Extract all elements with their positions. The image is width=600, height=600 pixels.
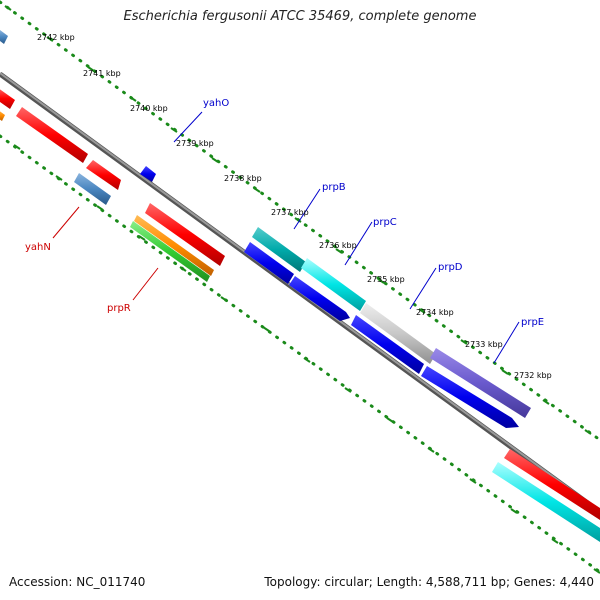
gene-feature [351,315,424,374]
gene-feature [244,242,294,284]
gene-label-prpr[interactable]: prpR [107,303,131,314]
gene-feature [430,348,531,418]
gene-feature [74,173,111,205]
scale-label: 2732 kbp [514,371,552,380]
gene-feature [492,462,600,542]
scale-label: 2741 kbp [83,69,121,78]
label-leaders [52,111,520,364]
gene-label-prpb[interactable]: prpB [322,182,346,193]
scale-label: 2737 kbp [271,208,309,217]
gene-features [0,30,600,542]
topology-label: Topology: circular; Length: 4,588,711 bp… [264,575,594,589]
map-title: Escherichia fergusonii ATCC 35469, compl… [123,9,477,24]
scale-label: 2734 kbp [416,308,454,317]
gene-feature [16,107,88,163]
gene-feature [289,276,350,321]
scale-label: 2738 kbp [224,174,262,183]
gene-feature [0,30,8,44]
major-ticks-outer [4,5,592,435]
gene-feature [252,227,306,272]
gene-label-yaho[interactable]: yahO [203,98,229,109]
gene-feature [145,203,225,266]
gene-feature [134,215,214,276]
gene-feature [421,366,519,428]
scale-label: 2739 kbp [176,139,214,148]
scale-label: 2736 kbp [319,241,357,250]
gene-feature [130,221,210,282]
gene-feature [504,449,600,520]
gene-feature [140,166,156,182]
gene-labels[interactable]: yahO prpB prpC prpD prpE yahN prpR [25,98,544,328]
gene-label-yahn[interactable]: yahN [25,242,51,253]
gene-feature [360,303,436,364]
gene-label-prpc[interactable]: prpC [373,217,397,228]
scale-label: 2740 kbp [130,104,168,113]
gene-feature [301,258,366,311]
gene-feature [0,89,15,109]
scale-label: 2742 kbp [37,33,75,42]
gene-feature [0,111,5,121]
inner-ticks [0,134,600,574]
accession-label: Accession: NC_011740 [9,575,146,589]
scale-labels: 2742 kbp 2741 kbp 2740 kbp 2739 kbp 2738… [37,33,552,380]
scale-label: 2733 kbp [465,340,503,349]
gene-feature [86,160,121,190]
major-ticks-inner [13,144,600,574]
scale-label: 2735 kbp [367,275,405,284]
gene-label-prpd[interactable]: prpD [438,262,463,273]
gene-label-prpe[interactable]: prpE [521,317,544,328]
